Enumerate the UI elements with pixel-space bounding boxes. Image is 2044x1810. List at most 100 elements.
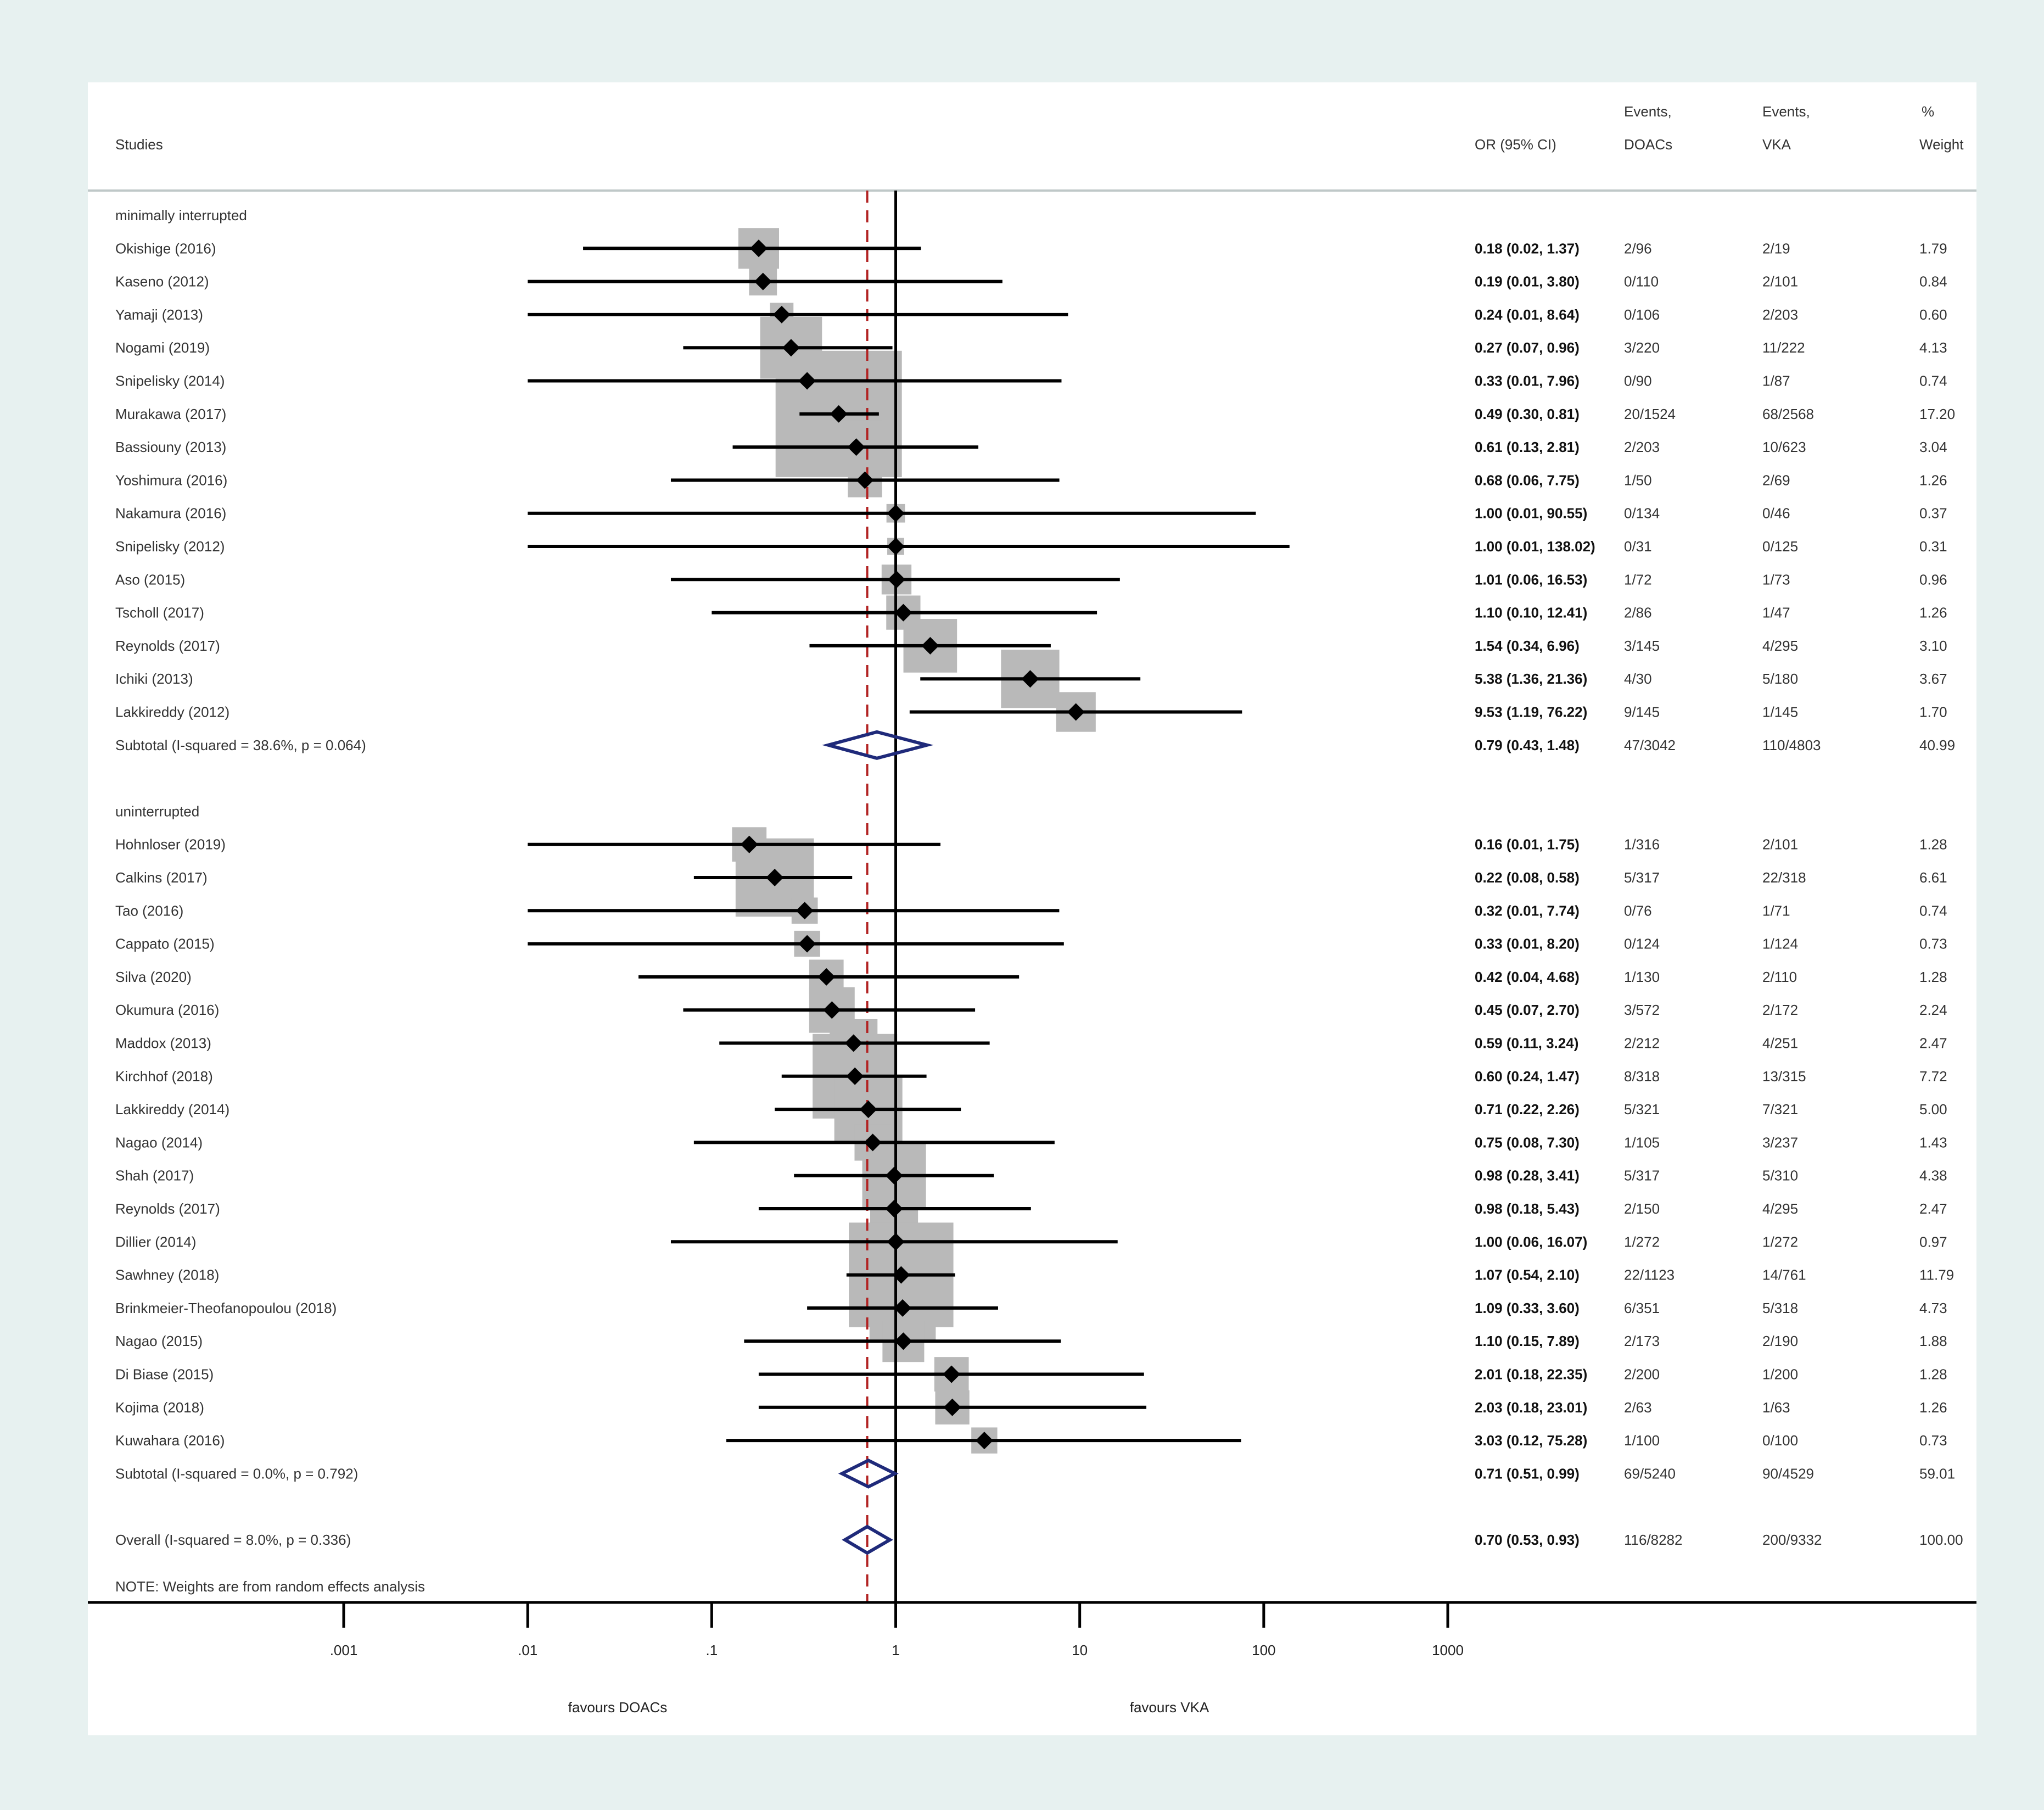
study-1-12-weight: 0.97: [1919, 1233, 1947, 1250]
study-1-5-events-doacs: 3/572: [1624, 1002, 1660, 1018]
study-0-9-name: Snipelisky (2012): [115, 538, 225, 555]
study-0-9-point: [887, 538, 905, 555]
study-0-4-events-doacs: 0/90: [1624, 373, 1652, 389]
study-1-15-events-doacs: 2/173: [1624, 1333, 1660, 1349]
study-1-13-name: Sawhney (2018): [115, 1267, 219, 1283]
overall-events-vka: 200/9332: [1762, 1532, 1822, 1548]
study-0-7-weight: 1.26: [1919, 472, 1947, 488]
study-1-16-events-vka: 1/200: [1762, 1366, 1798, 1383]
study-0-14-events-vka: 1/145: [1762, 704, 1798, 720]
study-1-2-or-ci: 0.32 (0.01, 7.74): [1475, 902, 1580, 919]
study-1-14-events-doacs: 6/351: [1624, 1300, 1660, 1316]
study-1-10-weight: 4.38: [1919, 1167, 1947, 1184]
study-0-3-events-doacs: 3/220: [1624, 339, 1660, 356]
study-0-3-weight: 4.13: [1919, 339, 1947, 356]
study-1-10-name: Shah (2017): [115, 1167, 194, 1184]
study-1-12-name: Dillier (2014): [115, 1233, 196, 1250]
study-1-11-or-ci: 0.98 (0.18, 5.43): [1475, 1200, 1580, 1217]
study-1-9-events-doacs: 1/105: [1624, 1134, 1660, 1150]
x-tick-label-2: .1: [705, 1642, 718, 1658]
study-0-9-events-doacs: 0/31: [1624, 538, 1652, 555]
ci-lines-and-points: [528, 239, 1290, 1555]
study-1-3-name: Cappato (2015): [115, 936, 215, 952]
subtotal-0-events-doacs: 47/3042: [1624, 737, 1676, 753]
subtotal-0-diamond: [822, 730, 934, 760]
x-tick-label-0: .001: [330, 1642, 358, 1658]
study-0-3-or-ci: 0.27 (0.07, 0.96): [1475, 339, 1580, 356]
study-0-12-events-vka: 4/295: [1762, 638, 1798, 654]
study-1-18-weight: 0.73: [1919, 1432, 1947, 1449]
study-1-16-point: [943, 1365, 961, 1383]
study-1-0-name: Hohnloser (2019): [115, 836, 226, 853]
study-1-18-events-vka: 0/100: [1762, 1432, 1798, 1449]
study-0-8-events-vka: 0/46: [1762, 505, 1790, 522]
study-1-12-events-vka: 1/272: [1762, 1233, 1798, 1250]
study-1-14-weight: 4.73: [1919, 1300, 1947, 1316]
study-1-3-point: [798, 935, 816, 953]
study-0-0-name: Okishige (2016): [115, 240, 216, 256]
study-0-12-weight: 3.10: [1919, 638, 1947, 654]
overall-diamond: [842, 1524, 893, 1555]
study-0-9-events-vka: 0/125: [1762, 538, 1798, 555]
study-1-1-point: [766, 869, 784, 886]
study-1-5-or-ci: 0.45 (0.07, 2.70): [1475, 1002, 1580, 1018]
subtotal-1-label: Subtotal (I-squared = 0.0%, p = 0.792): [115, 1465, 358, 1482]
study-1-8-name: Lakkireddy (2014): [115, 1101, 229, 1118]
study-0-11-events-doacs: 2/86: [1624, 605, 1652, 621]
study-1-0-or-ci: 0.16 (0.01, 1.75): [1475, 836, 1580, 853]
subtotal-1-events-doacs: 69/5240: [1624, 1465, 1676, 1482]
study-1-4-point: [817, 968, 836, 986]
study-1-2-name: Tao (2016): [115, 902, 183, 919]
study-0-0-events-doacs: 2/96: [1624, 240, 1652, 256]
study-0-9-or-ci: 1.00 (0.01, 138.02): [1475, 538, 1595, 555]
study-1-16-or-ci: 2.01 (0.18, 22.35): [1475, 1366, 1587, 1383]
study-1-6-point: [844, 1034, 863, 1052]
study-1-1-weight: 6.61: [1919, 869, 1947, 886]
subtotal-0-weight: 40.99: [1919, 737, 1955, 753]
study-0-6-or-ci: 0.61 (0.13, 2.81): [1475, 439, 1580, 455]
study-0-1-point: [754, 272, 772, 291]
study-1-4-weight: 1.28: [1919, 969, 1947, 985]
study-1-3-events-doacs: 0/124: [1624, 936, 1660, 952]
study-1-13-weight: 11.79: [1919, 1267, 1954, 1283]
study-0-14-name: Lakkireddy (2012): [115, 704, 229, 720]
study-0-2-or-ci: 0.24 (0.01, 8.64): [1475, 306, 1580, 323]
study-1-18-point: [975, 1432, 993, 1450]
study-1-12-point: [887, 1233, 905, 1251]
study-1-0-events-vka: 2/101: [1762, 836, 1798, 853]
study-1-3-weight: 0.73: [1919, 936, 1947, 952]
study-0-7-name: Yoshimura (2016): [115, 472, 227, 488]
study-0-11-point: [894, 604, 912, 622]
study-1-17-point: [943, 1398, 961, 1416]
study-1-9-name: Nagao (2014): [115, 1134, 203, 1150]
study-0-12-events-doacs: 3/145: [1624, 638, 1660, 654]
study-1-5-events-vka: 2/172: [1762, 1002, 1798, 1018]
study-1-15-events-vka: 2/190: [1762, 1333, 1798, 1349]
study-1-11-events-doacs: 2/150: [1624, 1200, 1660, 1217]
header-events-vka-line1: Events,: [1762, 103, 1810, 120]
study-1-18-name: Kuwahara (2016): [115, 1432, 225, 1449]
study-1-1-events-vka: 22/318: [1762, 869, 1806, 886]
study-0-4-point: [798, 372, 816, 390]
study-0-13-or-ci: 5.38 (1.36, 21.36): [1475, 671, 1587, 687]
study-1-18-or-ci: 3.03 (0.12, 75.28): [1475, 1432, 1587, 1449]
study-1-2-events-doacs: 0/76: [1624, 902, 1652, 919]
x-tick-label-5: 100: [1252, 1642, 1275, 1658]
study-0-1-name: Kaseno (2012): [115, 273, 209, 290]
study-0-3-name: Nogami (2019): [115, 339, 210, 356]
study-0-13-point: [1021, 670, 1039, 688]
study-1-10-point: [885, 1166, 903, 1185]
study-1-8-weight: 5.00: [1919, 1101, 1947, 1118]
study-0-7-events-doacs: 1/50: [1624, 472, 1652, 488]
study-0-10-point: [887, 571, 905, 589]
study-1-2-weight: 0.74: [1919, 902, 1947, 919]
study-1-6-weight: 2.47: [1919, 1035, 1947, 1052]
study-1-13-events-vka: 14/761: [1762, 1267, 1806, 1283]
study-1-3-events-vka: 1/124: [1762, 936, 1798, 952]
study-0-10-weight: 0.96: [1919, 571, 1947, 588]
study-0-10-events-vka: 1/73: [1762, 571, 1790, 588]
study-0-6-weight: 3.04: [1919, 439, 1947, 455]
study-0-0-weight: 1.79: [1919, 240, 1947, 256]
study-0-11-events-vka: 1/47: [1762, 605, 1790, 621]
overall-events-doacs: 116/8282: [1624, 1532, 1683, 1548]
